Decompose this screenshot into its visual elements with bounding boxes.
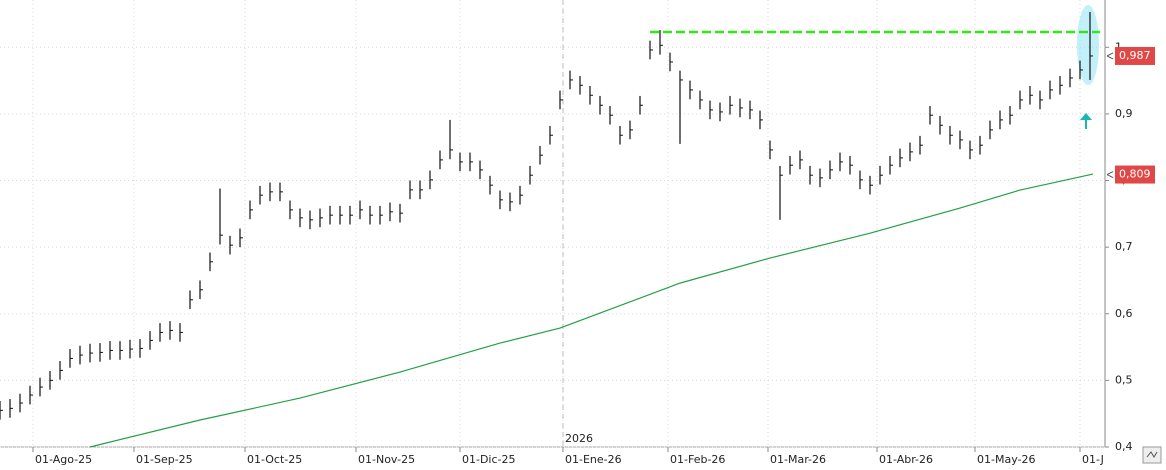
x-tick-label: 01-May-26 (977, 453, 1035, 466)
scale-button[interactable] (1142, 446, 1162, 464)
y-tick-label: 0,5 (1115, 373, 1133, 386)
price-label-arrow (1106, 52, 1114, 60)
price-label-box (1115, 46, 1155, 65)
y-tick-label: 0,7 (1115, 240, 1133, 253)
x-tick-label: 01-Abr-26 (879, 453, 933, 466)
up-arrow (1080, 113, 1092, 129)
x-tick-label: 01-Ene-26 (565, 453, 622, 466)
y-tick-label: 0,9 (1115, 107, 1133, 120)
y-tick-label: 1 (1115, 40, 1122, 53)
scale-icon (1146, 451, 1158, 458)
x-tick-label: 01-Oct-25 (247, 453, 302, 466)
x-tick-label: 01-J (1082, 453, 1104, 466)
highlight-ellipse (1077, 5, 1099, 85)
price-label: 0,987 (1119, 49, 1151, 62)
x-tick-label: 01-Nov-25 (358, 453, 415, 466)
x-tick-label: 01-Sep-25 (136, 453, 193, 466)
y-tick-label: 0,6 (1115, 307, 1133, 320)
year-label: 2026 (565, 432, 593, 445)
price-label-arrow (1106, 171, 1114, 178)
x-tick-label: 01-Mar-26 (770, 453, 826, 466)
x-tick-label: 01-Ago-25 (35, 453, 92, 466)
x-tick-label: 01-Feb-26 (670, 453, 725, 466)
price-label-box (1115, 165, 1155, 184)
y-tick-label: 0,4 (1115, 440, 1133, 453)
price-label: 0,809 (1119, 168, 1151, 181)
x-tick-label: 01-Dic-25 (462, 453, 516, 466)
moving-average (89, 173, 1094, 448)
